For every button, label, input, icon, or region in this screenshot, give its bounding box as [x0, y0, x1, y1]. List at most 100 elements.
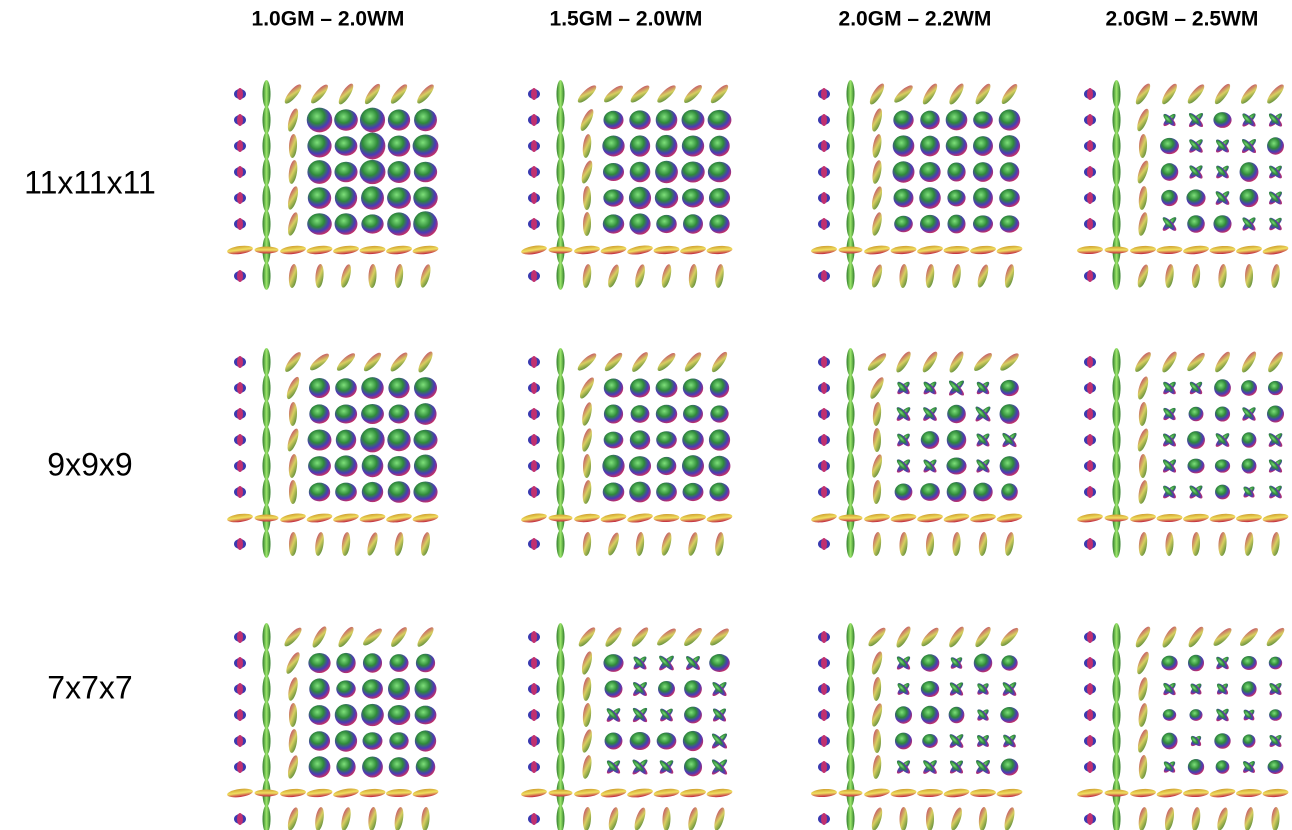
- lobe: [870, 263, 885, 288]
- lobe: [280, 512, 307, 524]
- lobe: [386, 788, 412, 797]
- lobe: [872, 532, 882, 557]
- glyph: [1189, 407, 1204, 422]
- lobe: [575, 83, 598, 105]
- lobe: [999, 82, 1020, 106]
- lobe: [359, 245, 385, 254]
- glyph: [709, 456, 731, 476]
- glyph: [811, 512, 838, 524]
- glyph: [686, 531, 699, 556]
- lobe: [285, 427, 300, 452]
- lobe: [237, 657, 243, 669]
- lobe: [1113, 132, 1121, 160]
- glyph: [582, 677, 593, 702]
- glyph: [1188, 380, 1204, 396]
- glyph: [528, 408, 540, 420]
- glyph: [1186, 189, 1205, 206]
- glyph: [528, 813, 540, 825]
- glyph: [680, 245, 707, 256]
- glyph: [682, 83, 705, 106]
- lobe: [368, 264, 377, 288]
- lobe: [921, 654, 940, 671]
- lobe: [1113, 348, 1121, 376]
- lobe: [996, 512, 1023, 524]
- lobe: [574, 245, 601, 256]
- glyph: [528, 631, 540, 643]
- lobe: [1087, 218, 1093, 230]
- glyph: [1084, 356, 1096, 368]
- glyph: [818, 813, 830, 825]
- glyph: [921, 431, 939, 449]
- lobe: [580, 401, 594, 426]
- lobe: [557, 426, 565, 454]
- glyph: [1214, 379, 1231, 396]
- lobe: [899, 264, 908, 288]
- lobe: [1215, 459, 1230, 472]
- lobe: [549, 515, 573, 522]
- glyph: [580, 728, 594, 753]
- glyph: [1138, 532, 1148, 557]
- glyph: [255, 236, 279, 264]
- glyph: [978, 532, 988, 557]
- lobe: [557, 452, 565, 480]
- glyph: [394, 264, 404, 289]
- glyph: [710, 405, 728, 422]
- glyph: [1156, 513, 1182, 522]
- glyph: [1209, 513, 1236, 524]
- lobe: [1135, 159, 1150, 184]
- glyph: [234, 270, 246, 282]
- glyph: [920, 215, 940, 233]
- glyph: [974, 758, 991, 775]
- lobe: [388, 481, 411, 503]
- lobe: [386, 245, 413, 256]
- lobe: [1137, 479, 1149, 504]
- lobe: [708, 110, 732, 130]
- glyph: [630, 732, 651, 750]
- lobe: [388, 456, 411, 476]
- lobe: [710, 378, 729, 397]
- glyph: [582, 807, 592, 830]
- glyph: [709, 215, 729, 234]
- glyph: [289, 532, 298, 556]
- glyph: [234, 486, 246, 498]
- lobe: [656, 482, 677, 501]
- lobe: [1241, 656, 1257, 670]
- glyph: [263, 262, 271, 290]
- lobe: [263, 426, 271, 454]
- lobe: [1240, 162, 1259, 182]
- glyph: [1113, 675, 1121, 703]
- glyph: [714, 532, 725, 557]
- lobe: [308, 429, 332, 450]
- lobe: [600, 512, 627, 524]
- glyph: [895, 483, 913, 500]
- lobe: [583, 454, 592, 478]
- glyph: [818, 486, 830, 498]
- glyph: [1189, 734, 1203, 748]
- lobe: [821, 140, 827, 152]
- lobe: [978, 807, 988, 830]
- lobe: [335, 405, 357, 424]
- glyph: [263, 623, 271, 651]
- glyph: [1130, 788, 1156, 798]
- glyph: [847, 400, 855, 428]
- lobe: [336, 82, 356, 107]
- lobe: [582, 532, 592, 557]
- lobe: [1087, 683, 1093, 695]
- glyph: [1084, 460, 1096, 472]
- glyph: [660, 531, 674, 556]
- lobe: [393, 532, 405, 557]
- glyph: [894, 216, 913, 233]
- glyph: [921, 654, 940, 671]
- lobe: [821, 88, 827, 100]
- glyph: [947, 82, 966, 107]
- glyph: [1240, 189, 1259, 207]
- glyph: [1270, 264, 1281, 289]
- lobe: [286, 754, 300, 779]
- lobe: [414, 377, 437, 399]
- glyph: [708, 626, 731, 648]
- glyph: [286, 211, 300, 236]
- lobe: [821, 631, 827, 643]
- lobe: [531, 538, 537, 550]
- glyph: [289, 402, 298, 426]
- lobe: [630, 379, 650, 398]
